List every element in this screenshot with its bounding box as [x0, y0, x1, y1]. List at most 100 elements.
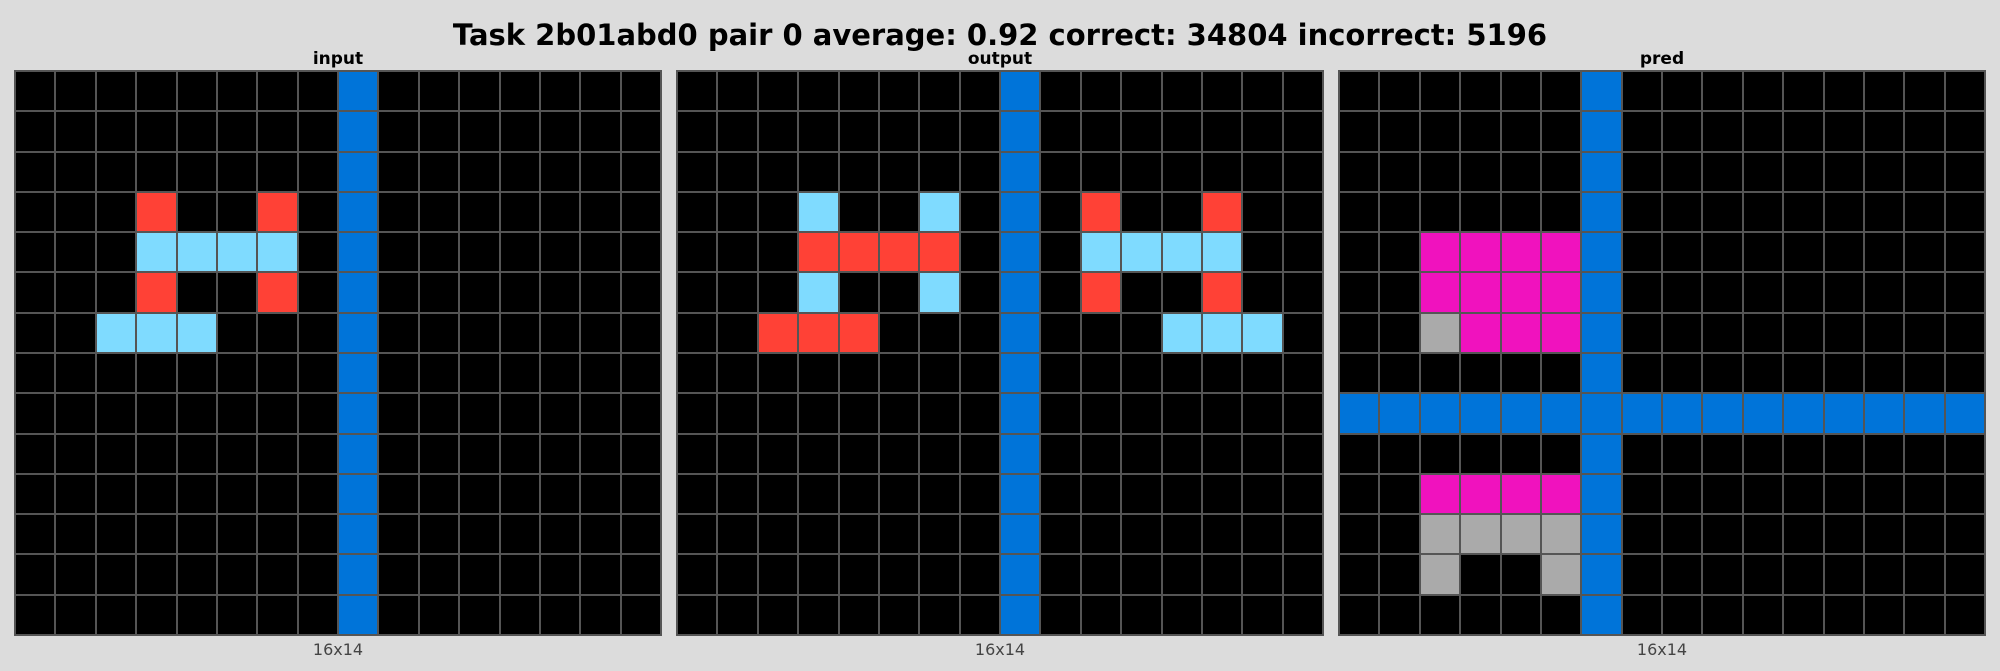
- grid-cell: [758, 394, 798, 433]
- grid-cell: [339, 394, 378, 433]
- grid-cell: [56, 394, 95, 433]
- grid-cell: [1283, 515, 1322, 554]
- grid-cell: [1122, 313, 1161, 352]
- grid-cell: [540, 515, 580, 554]
- grid-cell: [1582, 555, 1621, 594]
- grid-cell: [460, 273, 499, 312]
- grid-cell: [1001, 112, 1040, 151]
- grid-cell: [799, 515, 838, 554]
- grid-cell: [1380, 434, 1419, 473]
- grid-cell: [540, 112, 580, 151]
- grid-cell: [217, 112, 257, 151]
- grid-cell: [879, 192, 919, 232]
- grid-cell: [920, 152, 959, 191]
- grid-cell: [1122, 233, 1161, 272]
- grid-cell: [1162, 112, 1201, 151]
- grid-cell: [16, 434, 55, 473]
- grid-cell: [960, 72, 999, 111]
- grid-cell: [16, 555, 55, 594]
- grid-cell: [1622, 353, 1661, 393]
- grid-cell: [1945, 112, 1984, 151]
- grid-cell: [1784, 474, 1823, 514]
- grid-cell: [1461, 474, 1500, 514]
- grid-cell: [1703, 394, 1742, 433]
- grid-cell: [16, 474, 55, 514]
- grid-cell: [1784, 72, 1823, 111]
- grid-cell: [298, 313, 337, 352]
- grid-cell: [1703, 72, 1742, 111]
- grid-cell: [460, 112, 499, 151]
- grid-cell: [621, 555, 660, 594]
- grid-cell: [1041, 72, 1080, 111]
- grid-cell: [1824, 555, 1863, 594]
- grid-cell: [540, 313, 580, 352]
- grid-cell: [1663, 233, 1702, 272]
- grid-cell: [1703, 192, 1742, 232]
- grid-cell: [1340, 474, 1379, 514]
- grid-cell: [1663, 394, 1702, 433]
- grid-cell: [460, 192, 499, 232]
- grid-cell: [621, 273, 660, 312]
- grid-cell: [379, 192, 418, 232]
- grid-cell: [1001, 595, 1040, 634]
- grid-cell: [137, 394, 176, 433]
- grid-cell: [1905, 434, 1944, 473]
- grid-cell: [621, 152, 660, 191]
- grid-cell: [799, 72, 838, 111]
- grid-cell: [1340, 434, 1379, 473]
- grid-cell: [1501, 152, 1540, 191]
- grid-cell: [1541, 313, 1581, 352]
- grid-cell: [217, 474, 257, 514]
- grid-cell: [16, 353, 55, 393]
- grid-cell: [1461, 394, 1500, 433]
- grid-cell: [1582, 353, 1621, 393]
- grid-cell: [1743, 112, 1783, 151]
- grid-cell: [920, 112, 959, 151]
- grid-cell: [1461, 313, 1500, 352]
- grid-cell: [1162, 434, 1201, 473]
- grid-cell: [1541, 555, 1581, 594]
- grid-cell: [500, 434, 539, 473]
- grid-cell: [540, 394, 580, 433]
- grid-cell: [718, 152, 757, 191]
- grid-cell: [56, 233, 95, 272]
- grid-cell: [1380, 72, 1419, 111]
- grid-cell: [839, 72, 878, 111]
- grid-cell: [1743, 72, 1783, 111]
- grid-cell: [16, 192, 55, 232]
- grid-cell: [1041, 595, 1080, 634]
- grid-cell: [258, 474, 297, 514]
- grid-cell: [460, 152, 499, 191]
- grid-cell: [1081, 192, 1121, 232]
- grid-cell: [718, 233, 757, 272]
- grid-cell: [1420, 273, 1460, 312]
- grid-cell: [1041, 273, 1080, 312]
- pred-panel: pred 16x14: [1338, 48, 1986, 660]
- grid-cell: [839, 434, 878, 473]
- panel-title: output: [967, 49, 1033, 69]
- grid-cell: [1283, 72, 1322, 111]
- grid-cell: [339, 353, 378, 393]
- grid-cell: [1461, 112, 1500, 151]
- grid-cell: [1283, 273, 1322, 312]
- grid-cell: [460, 474, 499, 514]
- grid-cell: [1243, 112, 1282, 151]
- grid-cell: [1243, 595, 1282, 634]
- grid-cell: [1501, 72, 1540, 111]
- grid-cell: [500, 394, 539, 433]
- grid-cell: [1945, 555, 1984, 594]
- grid-cell: [96, 72, 136, 111]
- grid-cell: [1824, 353, 1863, 393]
- grid-cell: [1945, 233, 1984, 272]
- grid-cell: [217, 192, 257, 232]
- grid-cell: [1864, 474, 1904, 514]
- grid-cell: [1622, 555, 1661, 594]
- grid-cell: [621, 192, 660, 232]
- grid-cell: [298, 273, 337, 312]
- grid-cell: [960, 353, 999, 393]
- grid-cell: [879, 434, 919, 473]
- grid-cell: [581, 555, 620, 594]
- grid-cell: [1622, 434, 1661, 473]
- grid-cell: [1622, 233, 1661, 272]
- grid-cell: [1743, 515, 1783, 554]
